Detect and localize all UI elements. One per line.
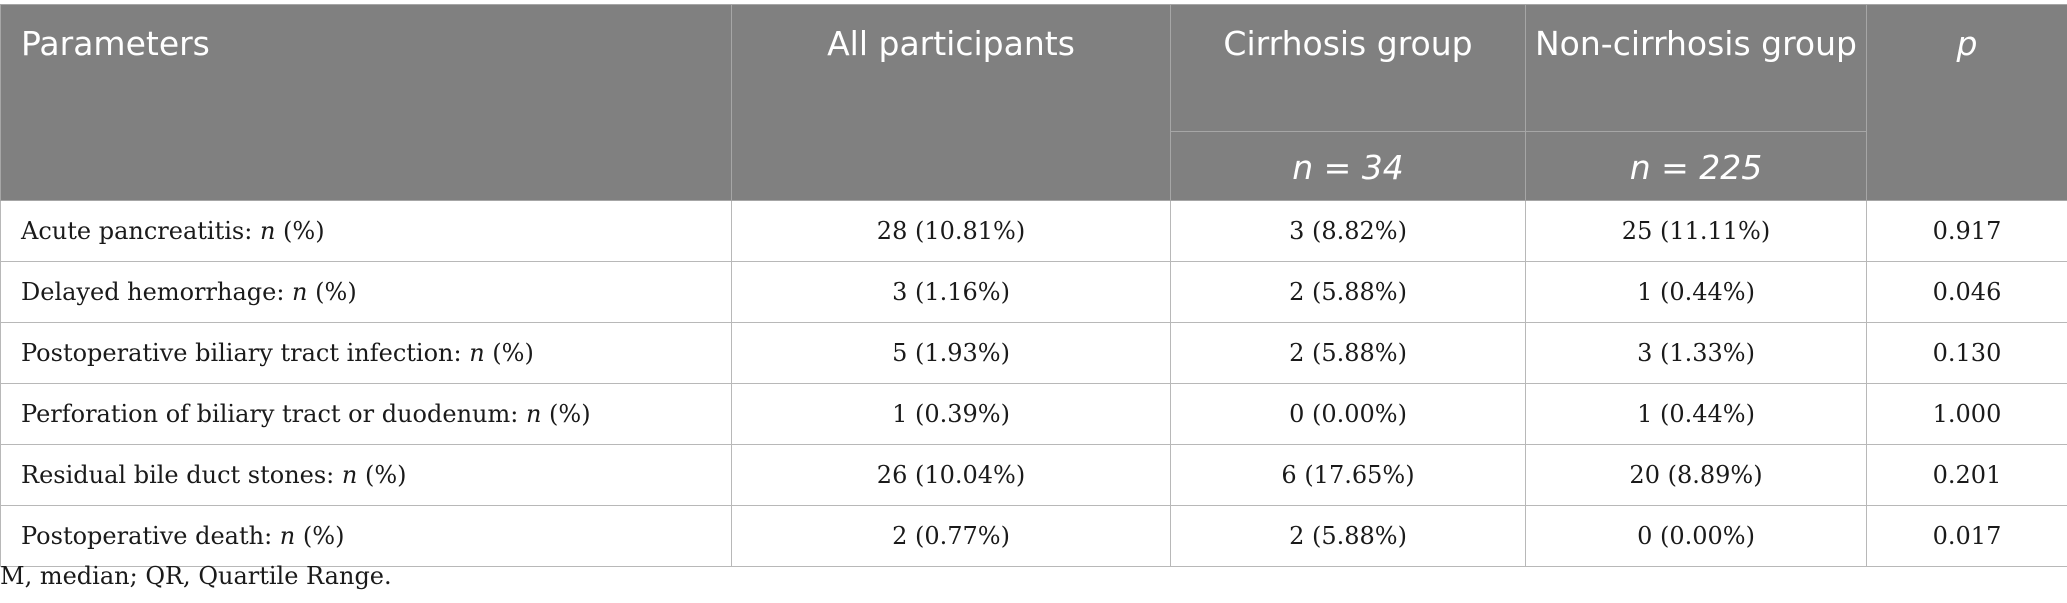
cell-cirrhosis: 2 (5.88%) [1170, 261, 1526, 323]
row-label: Perforation of biliary tract or duodenum… [0, 383, 732, 445]
cell-non-cirrhosis: 1 (0.44%) [1525, 383, 1867, 445]
table-footnote: M, median; QR, Quartile Range. [0, 562, 392, 590]
cell-p: 0.917 [1866, 200, 2067, 262]
n-symbol: n [469, 339, 485, 367]
cell-all: 26 (10.04%) [731, 444, 1171, 506]
row-label: Postoperative death: n (%) [0, 505, 732, 567]
table-row: Acute pancreatitis: n (%) 28 (10.81%) 3 … [0, 200, 2067, 262]
header-non-cirrhosis-group: Non-cirrhosis group [1525, 4, 1867, 132]
table-header: Parameters All participants Cirrhosis gr… [0, 4, 2067, 201]
n-symbol: n [292, 278, 308, 306]
table-row: Residual bile duct stones: n (%) 26 (10.… [0, 444, 2067, 506]
row-label-unit: (%) [484, 339, 534, 367]
row-label-text: Acute pancreatitis: [21, 217, 260, 245]
row-label-unit: (%) [357, 461, 407, 489]
row-label: Acute pancreatitis: n (%) [0, 200, 732, 262]
header-cirrhosis-group: Cirrhosis group [1170, 4, 1526, 132]
n-symbol: n [525, 400, 542, 428]
table-row: Perforation of biliary tract or duodenum… [0, 383, 2067, 445]
n-symbol: n [341, 461, 358, 489]
cell-non-cirrhosis: 20 (8.89%) [1525, 444, 1867, 506]
cell-non-cirrhosis: 25 (11.11%) [1525, 200, 1867, 262]
header-p-label: p [1956, 24, 1978, 63]
cell-all: 5 (1.93%) [731, 322, 1171, 384]
cell-all: 1 (0.39%) [731, 383, 1171, 445]
row-label: Residual bile duct stones: n (%) [0, 444, 732, 506]
table-row: Delayed hemorrhage: n (%) 3 (1.16%) 2 (5… [0, 261, 2067, 323]
row-label-text: Residual bile duct stones: [21, 461, 342, 489]
row-label-text: Postoperative biliary tract infection: [21, 339, 470, 367]
cell-cirrhosis: 2 (5.88%) [1170, 505, 1526, 567]
row-label-unit: (%) [541, 400, 591, 428]
cell-non-cirrhosis: 0 (0.00%) [1525, 505, 1867, 567]
cell-cirrhosis: 3 (8.82%) [1170, 200, 1526, 262]
cell-p: 0.130 [1866, 322, 2067, 384]
cell-all: 28 (10.81%) [731, 200, 1171, 262]
cell-all: 2 (0.77%) [731, 505, 1171, 567]
cell-cirrhosis: 6 (17.65%) [1170, 444, 1526, 506]
header-parameters: Parameters [0, 4, 732, 201]
row-label-unit: (%) [307, 278, 357, 306]
cell-p: 0.046 [1866, 261, 2067, 323]
results-table-container: Parameters All participants Cirrhosis gr… [0, 4, 2067, 567]
table-row: Postoperative death: n (%) 2 (0.77%) 2 (… [0, 505, 2067, 567]
row-label-unit: (%) [295, 522, 345, 550]
row-label-text: Postoperative death: [21, 522, 280, 550]
cell-cirrhosis: 2 (5.88%) [1170, 322, 1526, 384]
row-label: Delayed hemorrhage: n (%) [0, 261, 732, 323]
cirrhosis-n-label: n = 34 [1292, 147, 1404, 187]
row-label: Postoperative biliary tract infection: n… [0, 322, 732, 384]
cell-cirrhosis: 0 (0.00%) [1170, 383, 1526, 445]
header-p-value: p [1866, 4, 2067, 201]
cell-p: 1.000 [1866, 383, 2067, 445]
header-non-cirrhosis-n: n = 225 [1525, 131, 1867, 201]
row-label-text: Delayed hemorrhage: [21, 278, 293, 306]
complications-table: Parameters All participants Cirrhosis gr… [0, 4, 2067, 567]
header-cirrhosis-n: n = 34 [1170, 131, 1526, 201]
header-all-participants: All participants [731, 4, 1171, 201]
row-label-unit: (%) [275, 217, 325, 245]
cell-non-cirrhosis: 1 (0.44%) [1525, 261, 1867, 323]
non-cirrhosis-n-label: n = 225 [1629, 147, 1763, 187]
cell-p: 0.201 [1866, 444, 2067, 506]
n-symbol: n [279, 522, 296, 550]
cell-p: 0.017 [1866, 505, 2067, 567]
table-body: Acute pancreatitis: n (%) 28 (10.81%) 3 … [0, 200, 2067, 567]
table-row: Postoperative biliary tract infection: n… [0, 322, 2067, 384]
n-symbol: n [259, 217, 276, 245]
row-label-text: Perforation of biliary tract or duodenum… [21, 400, 526, 428]
cell-non-cirrhosis: 3 (1.33%) [1525, 322, 1867, 384]
cell-all: 3 (1.16%) [731, 261, 1171, 323]
